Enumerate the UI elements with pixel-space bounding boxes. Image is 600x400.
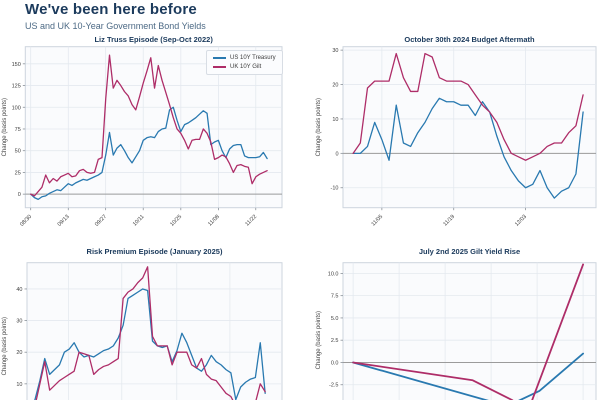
series-line-us: [352, 97, 584, 199]
y-axis-label: Change (basis points): [316, 98, 322, 156]
chart-title: Risk Premium Episode (January 2025): [86, 247, 223, 256]
y-tick-label: 50: [15, 149, 21, 155]
chart-canvas: -10 0 10 20 30 11/05 11/19 12/03 Change (basis p…: [316, 46, 597, 228]
y-tick-label: 75: [15, 127, 21, 133]
legend-item-us: US 10Y Treasury: [213, 55, 276, 61]
y-tick-label: 0: [335, 151, 338, 157]
y-tick-label: -2.5: [329, 383, 338, 389]
x-tick-label: 10/11: [132, 214, 146, 228]
x-tick-label: 10/25: [169, 214, 183, 228]
x-tick-label: 09/13: [57, 214, 71, 228]
plot-area: [26, 262, 283, 400]
y-tick-label: 10.0: [328, 271, 339, 277]
legend: US 10Y Treasury UK 10Y Gilt: [206, 50, 283, 75]
series-line-us: [30, 106, 268, 201]
x-tick-label: 11/22: [244, 214, 258, 228]
us-line-swatch: [213, 57, 226, 59]
y-tick-label: 25: [15, 170, 21, 176]
page-title: We've been here before: [25, 1, 197, 18]
x-tick-label: 11/05: [371, 214, 385, 228]
y-tick-label: 0: [18, 192, 21, 198]
page-subtitle: US and UK 10-Year Government Bond Yields: [25, 21, 206, 31]
y-tick-label: 10: [332, 117, 338, 123]
y-tick-label: 2.5: [331, 338, 339, 344]
legend-item-uk: UK 10Y Gilt: [213, 64, 276, 70]
y-tick-label: 5.0: [331, 316, 339, 322]
chart-canvas: 10 20 30 40 Change (basis points): [2, 262, 283, 400]
series-line-us: [34, 288, 266, 400]
y-tick-label: -10: [331, 186, 339, 192]
chart-gilt-yield-rise: July 2nd 2025 Gilt Yield Rise -2.5 0.0 2.5…: [300, 245, 600, 400]
series-line-uk: [30, 54, 268, 197]
plot-area: [342, 262, 597, 400]
y-tick-label: 7.5: [331, 294, 339, 300]
y-tick-label: 10: [16, 382, 22, 388]
y-axis-label: Change (basis points): [2, 317, 8, 375]
x-tick-label: 11/19: [442, 214, 456, 228]
plot-area: [342, 46, 597, 209]
y-tick-label: 40: [16, 287, 22, 293]
y-tick-label: 150: [12, 62, 21, 68]
chart-canvas: -2.5 0.0 2.5 5.0 7.5 10.0 Change (basis points…: [316, 262, 597, 400]
chart-title: July 2nd 2025 Gilt Yield Rise: [418, 247, 521, 256]
y-tick-label: 20: [16, 350, 22, 356]
chart-liz-truss-episode: Liz Truss Episode (Sep-Oct 2022) US 10Y …: [0, 33, 300, 245]
legend-label-us: US 10Y Treasury: [230, 55, 276, 61]
series-line-uk: [35, 266, 266, 400]
series-line-uk: [352, 52, 584, 161]
chart-budget-aftermath: October 30th 2024 Budget Aftermath -10 0 1…: [300, 33, 600, 245]
y-tick-label: 100: [12, 105, 21, 111]
uk-line-swatch: [213, 66, 226, 68]
y-axis-label: Change (basis points): [316, 311, 322, 369]
y-tick-label: 20: [332, 83, 338, 89]
x-tick-label: 12/03: [514, 214, 528, 228]
x-tick-label: 08/30: [19, 214, 33, 228]
chart-risk-premium-episode: Risk Premium Episode (January 2025) 10 20…: [0, 245, 300, 400]
y-tick-label: 125: [12, 84, 21, 90]
y-tick-label: 30: [16, 319, 22, 325]
y-tick-label: 30: [332, 48, 338, 54]
chart-title: October 30th 2024 Budget Aftermath: [404, 35, 535, 44]
y-tick-label: 0.0: [331, 360, 339, 366]
x-tick-label: 11/08: [207, 214, 221, 228]
chart-title: Liz Truss Episode (Sep-Oct 2022): [94, 35, 213, 44]
legend-label-uk: UK 10Y Gilt: [230, 64, 262, 70]
series-line-us: [352, 352, 585, 400]
y-axis-label: Change (basis points): [2, 98, 8, 156]
x-tick-label: 09/27: [94, 214, 108, 228]
